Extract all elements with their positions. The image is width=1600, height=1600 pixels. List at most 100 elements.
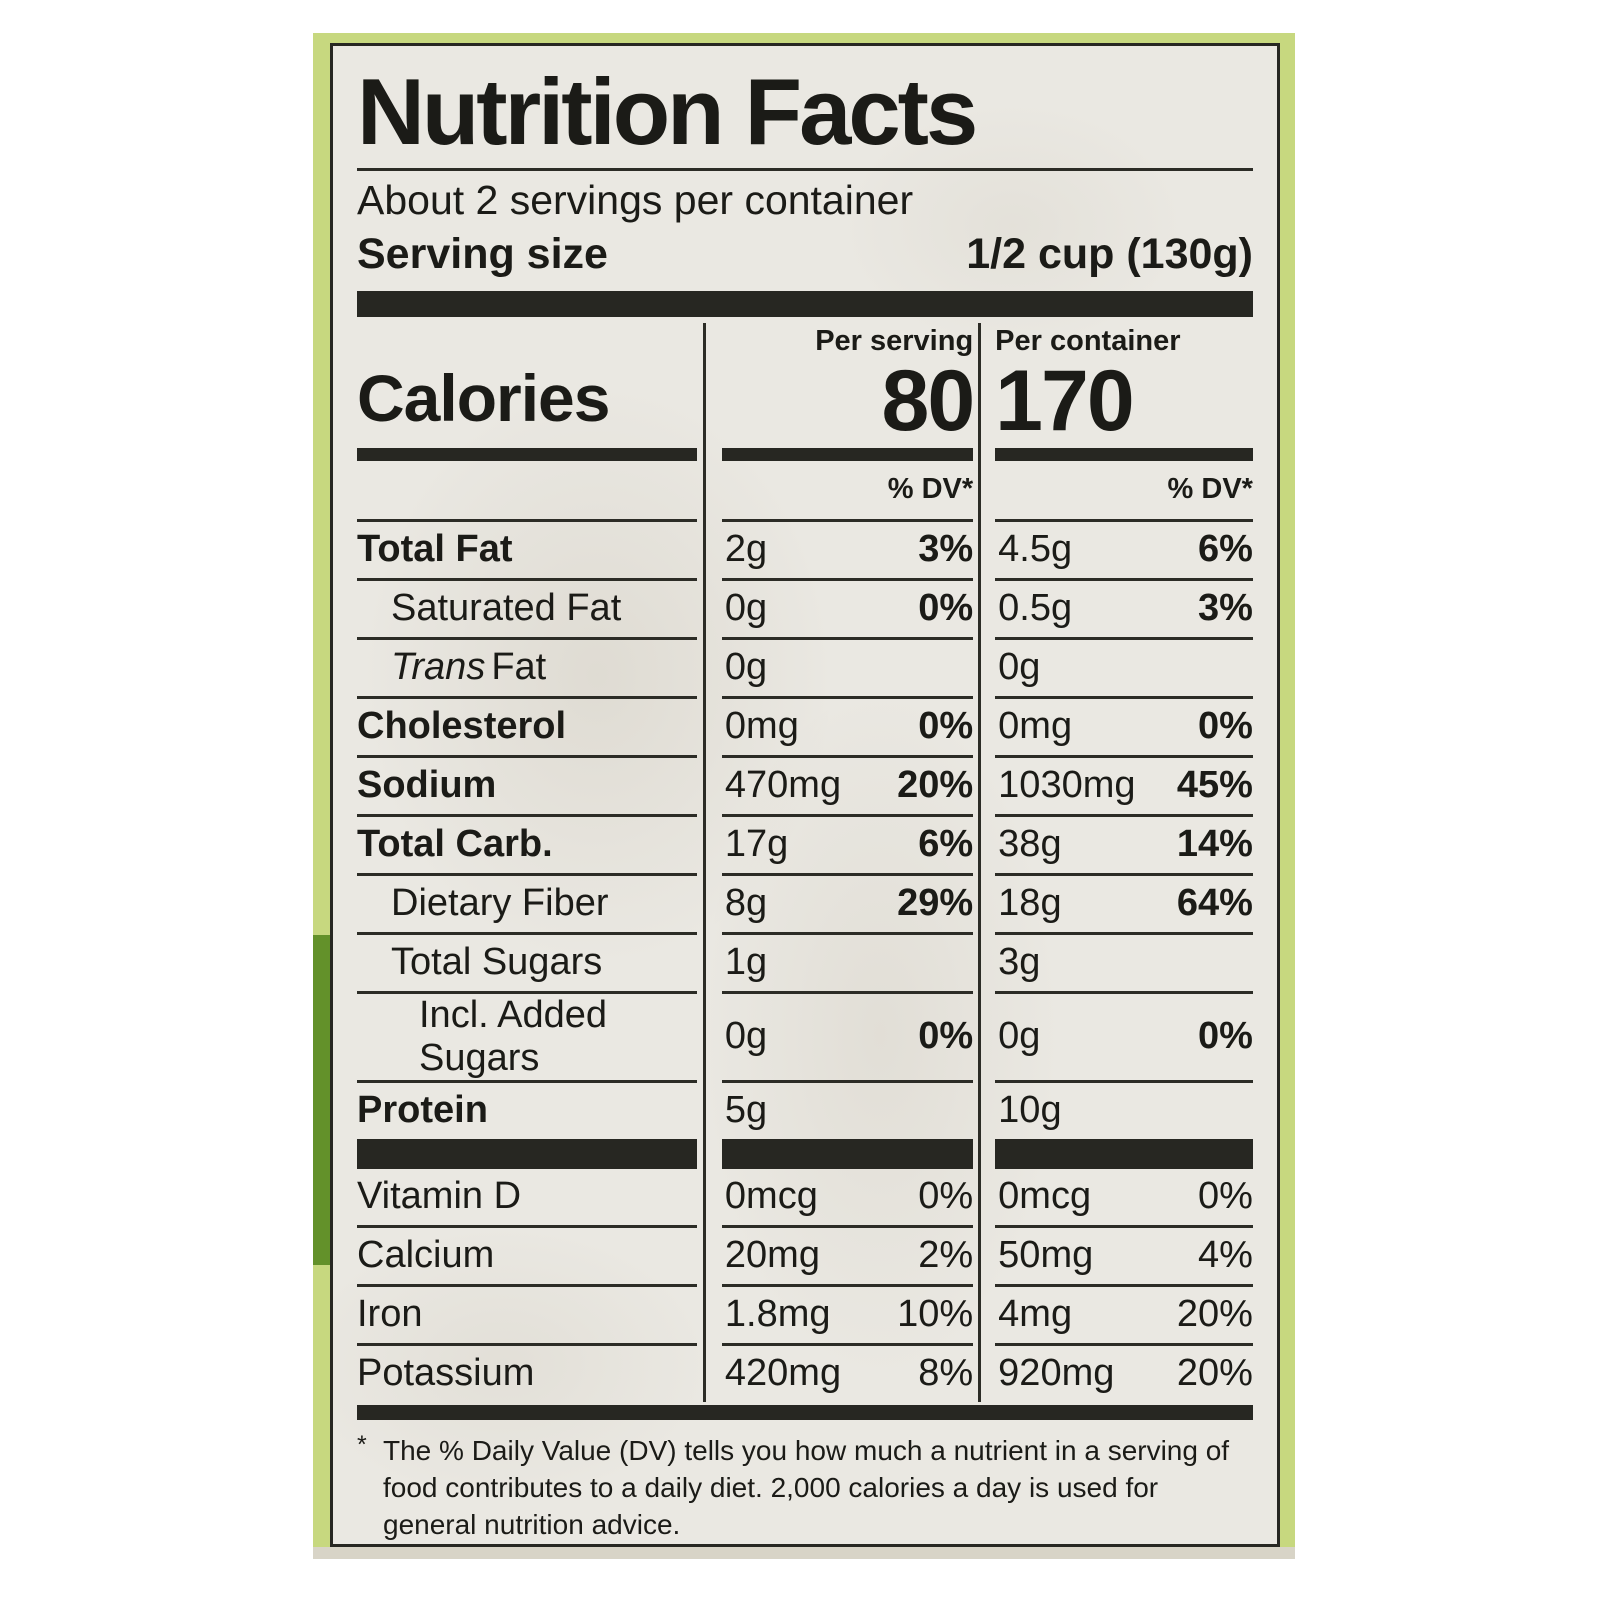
serving-value-cell: 0g 0% xyxy=(721,577,974,637)
container-value-cell: 10g xyxy=(995,1079,1253,1139)
nutrient-row: Dietary Fiber 8g 29% 18g 64% xyxy=(357,872,1253,932)
nutrient-dv: 0% xyxy=(918,1175,974,1218)
nutrient-row: Total Fat 2g 3% 4.5g 6% xyxy=(357,518,1253,578)
footnote: * The % Daily Value (DV) tells you how m… xyxy=(357,1430,1253,1544)
footnote-text: The % Daily Value (DV) tells you how muc… xyxy=(383,1434,1230,1541)
nutrient-amount: 920mg xyxy=(998,1352,1115,1395)
container-value-cell: 1030mg 45% xyxy=(995,754,1253,814)
servings-per-container: About 2 servings per container xyxy=(357,176,914,223)
separator-bar-segment xyxy=(995,1138,1253,1169)
label-title: Nutrition Facts xyxy=(357,59,978,164)
nutrient-name: Total Carb. xyxy=(357,813,697,873)
label-bottom-edge xyxy=(313,1547,1295,1559)
nutrient-dv: 6% xyxy=(918,823,974,866)
micronutrient-rows: Vitamin D 0mcg 0% 0mcg 0% Calcium 20mg 2% 50mg 4%… xyxy=(357,1169,1253,1402)
nutrient-amount: 0g xyxy=(998,1015,1041,1058)
nutrient-dv: 20% xyxy=(1176,1352,1253,1395)
container-value-cell: 4.5g 6% xyxy=(995,518,1253,578)
dv-header-spacer xyxy=(357,461,697,519)
calories-per-container-cell: Per container 170 xyxy=(995,321,1253,461)
nutrient-row: Calcium 20mg 2% 50mg 4% xyxy=(357,1224,1253,1284)
nutrient-row: Total Carb. 17g 6% 38g 14% xyxy=(357,813,1253,873)
nutrient-dv: 0% xyxy=(918,1015,974,1058)
nutrient-dv: 0% xyxy=(1198,705,1253,748)
serving-value-cell: 0mcg 0% xyxy=(722,1169,973,1225)
serving-value-cell: 420mg 8% xyxy=(721,1342,974,1402)
serving-value-cell: 5g xyxy=(721,1079,974,1139)
container-value-cell: 4mg 20% xyxy=(995,1283,1253,1343)
nutrient-amount: 0g xyxy=(998,646,1041,689)
per-serving-header: Per serving xyxy=(815,324,974,357)
serving-value-cell: 1g xyxy=(721,931,974,991)
separator-bar-segment xyxy=(357,1138,697,1169)
serving-value-cell: 2g 3% xyxy=(721,518,974,578)
serving-value-cell: 0g xyxy=(721,636,974,696)
nutrient-amount: 0g xyxy=(724,587,768,630)
nutrient-amount: 38g xyxy=(998,823,1062,866)
bottom-separator-bar xyxy=(357,1404,1253,1420)
nutrient-amount: 17g xyxy=(724,823,789,866)
nutrient-name: Cholesterol xyxy=(357,695,697,755)
nutrient-row: Incl. Added Sugars 0g 0% 0g 0% xyxy=(357,990,1253,1080)
nutrient-amount: 2g xyxy=(724,528,768,571)
serving-size-value: 1/2 cup (130g) xyxy=(966,229,1253,278)
nutrient-amount: 1g xyxy=(724,941,768,984)
nutrition-facts-label: Nutrition Facts About 2 servings per con… xyxy=(330,43,1280,1547)
nutrient-row: Sodium 470mg 20% 1030mg 45% xyxy=(357,754,1253,814)
daily-value-header-row: % DV* % DV* xyxy=(357,461,1253,519)
nutrient-row: Vitamin D 0mcg 0% 0mcg 0% xyxy=(357,1169,1253,1225)
nutrient-name: Dietary Fiber xyxy=(357,872,697,932)
nutrient-dv: 2% xyxy=(918,1234,974,1277)
nutrient-amount: 0g xyxy=(724,1015,768,1058)
nutrient-name: Calcium xyxy=(357,1224,697,1284)
nutrient-row: Saturated Fat 0g 0% 0.5g 3% xyxy=(357,577,1253,637)
nutrient-name: Total Sugars xyxy=(357,931,697,991)
nutrient-dv: 8% xyxy=(918,1352,974,1395)
container-value-cell: 38g 14% xyxy=(995,813,1253,873)
nutrient-name: Trans Fat xyxy=(357,636,697,696)
container-value-cell: 0.5g 3% xyxy=(995,577,1253,637)
nutrient-amount: 18g xyxy=(998,882,1062,925)
container-value-cell: 0mcg 0% xyxy=(995,1169,1253,1225)
separator-bar-segment xyxy=(721,1138,974,1169)
nutrient-name: Total Fat xyxy=(357,518,697,578)
nutrient-row: Protein 5g 10g xyxy=(357,1079,1253,1139)
nutrient-dv: 0% xyxy=(1198,1015,1253,1058)
nutrient-amount: 1030mg xyxy=(998,764,1136,807)
calories-word: Calories xyxy=(357,321,697,461)
container-value-cell: 3g xyxy=(995,931,1253,991)
nutrient-dv: 3% xyxy=(918,528,974,571)
nutrient-amount: 470mg xyxy=(724,764,842,807)
nutrient-amount: 4mg xyxy=(998,1293,1073,1336)
nutrient-amount: 20mg xyxy=(724,1234,820,1277)
package-dark-green-stripe xyxy=(313,935,333,1265)
nutrient-amount: 3g xyxy=(998,941,1041,984)
nutrient-name: Iron xyxy=(357,1283,697,1343)
container-value-cell: 18g 64% xyxy=(995,872,1253,932)
nutrient-amount: 50mg xyxy=(998,1234,1094,1277)
per-container-header: Per container xyxy=(995,324,1181,357)
nutrient-dv: 0% xyxy=(918,587,974,630)
nutrient-row: Cholesterol 0mg 0% 0mg 0% xyxy=(357,695,1253,755)
column-divider xyxy=(702,322,706,1402)
dv-header-container: % DV* xyxy=(1167,472,1253,505)
serving-value-cell: 1.8mg 10% xyxy=(721,1283,974,1343)
footnote-asterisk: * xyxy=(357,1430,367,1459)
serving-value-cell: 470mg 20% xyxy=(721,754,974,814)
nutrient-dv: 20% xyxy=(897,764,974,807)
column-divider xyxy=(978,322,982,1402)
nutrient-dv: 3% xyxy=(1198,587,1253,630)
nutrient-row: Iron 1.8mg 10% 4mg 20% xyxy=(357,1283,1253,1343)
nutrient-dv: 20% xyxy=(1176,1293,1253,1336)
nutrient-name: Sodium xyxy=(357,754,697,814)
serving-value-cell: 0g 0% xyxy=(721,990,974,1080)
nutrient-amount: 8g xyxy=(724,882,768,925)
serving-value-cell: 17g 6% xyxy=(721,813,974,873)
calories-row: Calories Per serving 80 Per container 17… xyxy=(357,321,1253,461)
label-body: Calories Per serving 80 Per container 17… xyxy=(357,317,1253,1402)
nutrient-amount: 4.5g xyxy=(998,528,1073,571)
nutrient-name: Protein xyxy=(357,1079,697,1139)
container-value-cell: 0g 0% xyxy=(995,990,1253,1080)
nutrient-name: Potassium xyxy=(357,1342,697,1402)
per-container-calories-value: 170 xyxy=(995,352,1134,449)
